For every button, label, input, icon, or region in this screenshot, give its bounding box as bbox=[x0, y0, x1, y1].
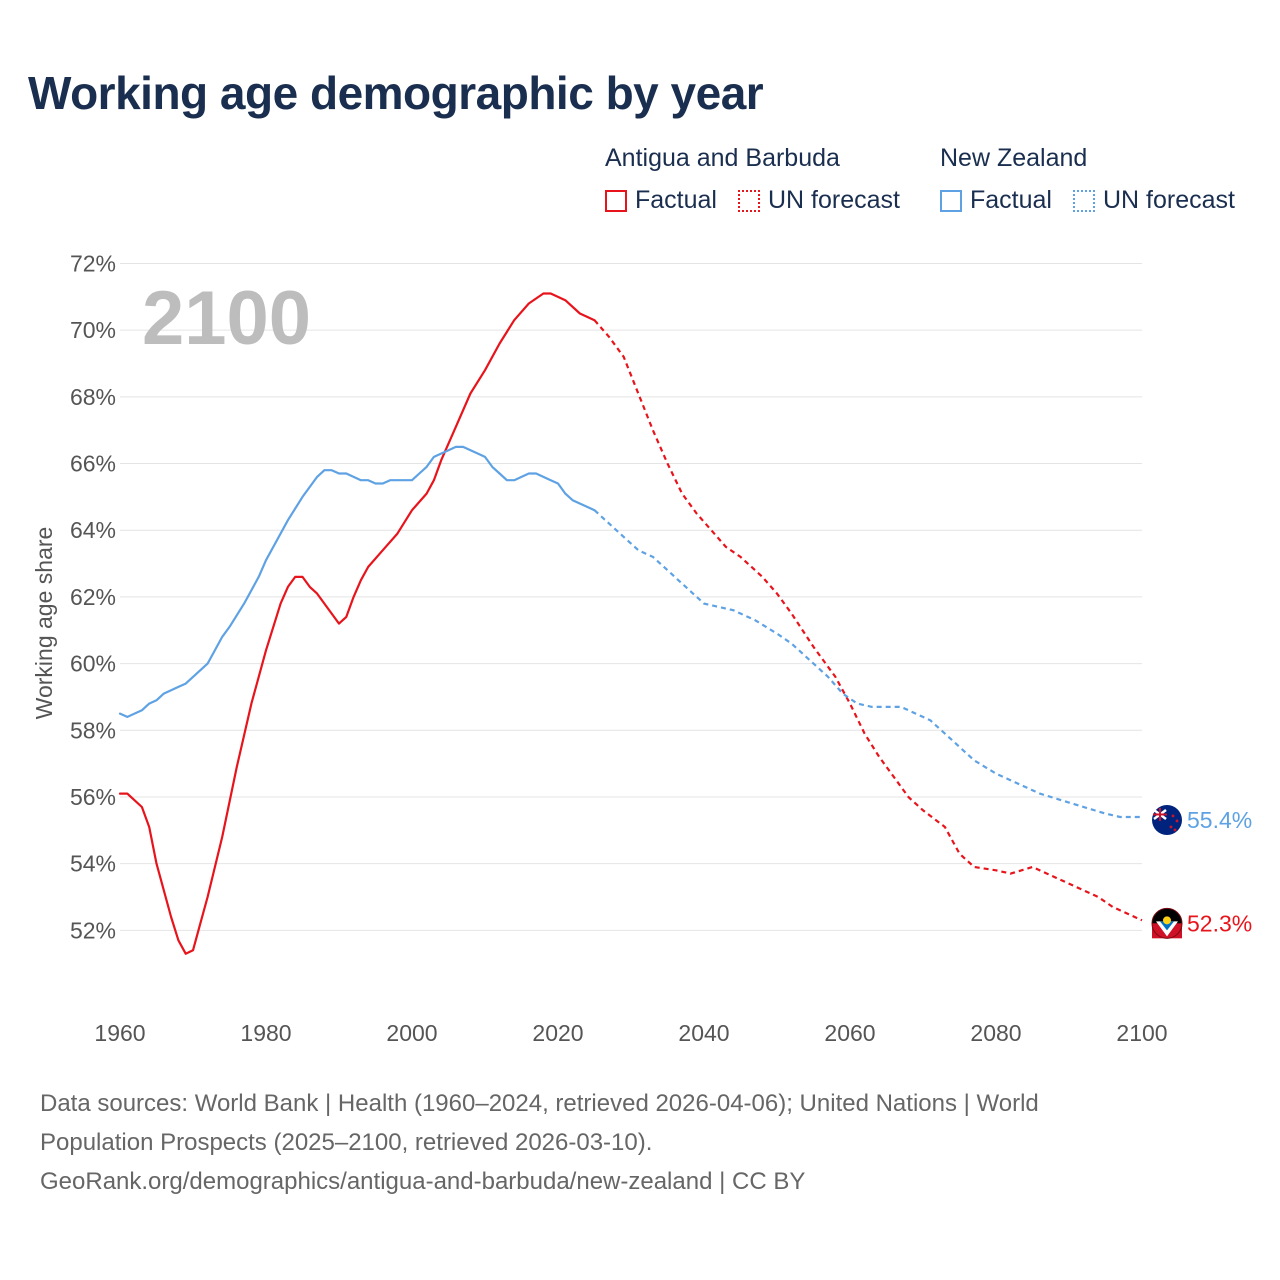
y-tick-label-68: 68% bbox=[70, 384, 116, 410]
chart-title: Working age demographic by year bbox=[28, 67, 764, 119]
legend-title-antigua: Antigua and Barbuda bbox=[605, 144, 840, 172]
antigua-and-barbudaforecast-line[interactable] bbox=[593, 319, 1143, 922]
y-tick-label-60: 60% bbox=[70, 651, 116, 677]
y-axis-label: Working age share bbox=[31, 527, 57, 720]
legend-nz-factual-swatch bbox=[940, 189, 962, 212]
new-zealandfactual-line[interactable] bbox=[118, 445, 596, 718]
legend-nz-factual[interactable]: Factual bbox=[940, 186, 1052, 215]
legend-title-new-zealand: New Zealand bbox=[940, 144, 1088, 172]
x-tick-label-2020: 2020 bbox=[532, 1020, 583, 1046]
x-tick-label-1960: 1960 bbox=[94, 1020, 145, 1046]
series-lines bbox=[118, 292, 1143, 955]
footer-link[interactable]: GeoRank.org/demographics/antigua-and-bar… bbox=[40, 1168, 806, 1195]
y-tick-label-72: 72% bbox=[70, 251, 116, 277]
footer-source-line1: Data sources: World Bank | Health (1960–… bbox=[40, 1090, 1039, 1117]
legend-antigua-factual[interactable]: Factual bbox=[605, 186, 717, 215]
x-tick-label-2080: 2080 bbox=[970, 1020, 1021, 1046]
new-zealandflag-icon bbox=[1152, 804, 1182, 835]
legend-nz-forecast-swatch bbox=[1073, 189, 1095, 212]
y-tick-label-56: 56% bbox=[70, 784, 116, 810]
antigua-and-barbudaflag-icon bbox=[1151, 907, 1183, 939]
legend-nz-forecast[interactable]: UN forecast bbox=[1073, 186, 1235, 215]
legend-antigua-forecast-swatch bbox=[738, 189, 760, 212]
y-tick-label-52: 52% bbox=[70, 917, 116, 943]
x-axis-ticks: 1960 1980 2000 2020 2040 2060 2080 2100 bbox=[94, 1020, 1167, 1046]
x-tick-label-1980: 1980 bbox=[240, 1020, 291, 1046]
y-tick-label-58: 58% bbox=[70, 717, 116, 743]
y-axis-ticks: 52% 54% 56% 58% 60% 62% 64% 66% 68% 70% 72% bbox=[70, 251, 116, 944]
footer-source-line2[interactable]: Population Prospects (2025–2100, retriev… bbox=[40, 1129, 653, 1156]
legend-nz-factual-label: Factual bbox=[970, 186, 1052, 214]
year-watermark: 2100 bbox=[142, 276, 311, 361]
x-tick-label-2000: 2000 bbox=[386, 1020, 437, 1046]
antigua-and-barbudaend-label: 52.3% bbox=[1187, 910, 1252, 936]
y-tick-label-70: 70% bbox=[70, 317, 116, 343]
antigua-and-barbudafactual-line[interactable] bbox=[118, 292, 596, 955]
gridlines bbox=[120, 263, 1142, 931]
x-tick-label-2040: 2040 bbox=[678, 1020, 729, 1046]
legend-antigua-factual-label: Factual bbox=[635, 186, 717, 214]
y-tick-label-66: 66% bbox=[70, 451, 116, 477]
legend-antigua-forecast[interactable]: UN forecast bbox=[738, 186, 900, 215]
x-tick-label-2060: 2060 bbox=[824, 1020, 875, 1046]
y-tick-label-64: 64% bbox=[70, 517, 116, 543]
legend-nz-forecast-label: UN forecast bbox=[1103, 186, 1235, 214]
new-zealandend-label: 55.4% bbox=[1187, 807, 1252, 833]
y-tick-label-62: 62% bbox=[70, 584, 116, 610]
legend-antigua-factual-swatch bbox=[605, 189, 627, 212]
end-markers: 52.3% 55.4% bbox=[1151, 804, 1252, 939]
y-tick-label-54: 54% bbox=[70, 851, 116, 877]
x-tick-label-2100: 2100 bbox=[1116, 1020, 1167, 1046]
legend-antigua-forecast-label: UN forecast bbox=[768, 186, 900, 214]
